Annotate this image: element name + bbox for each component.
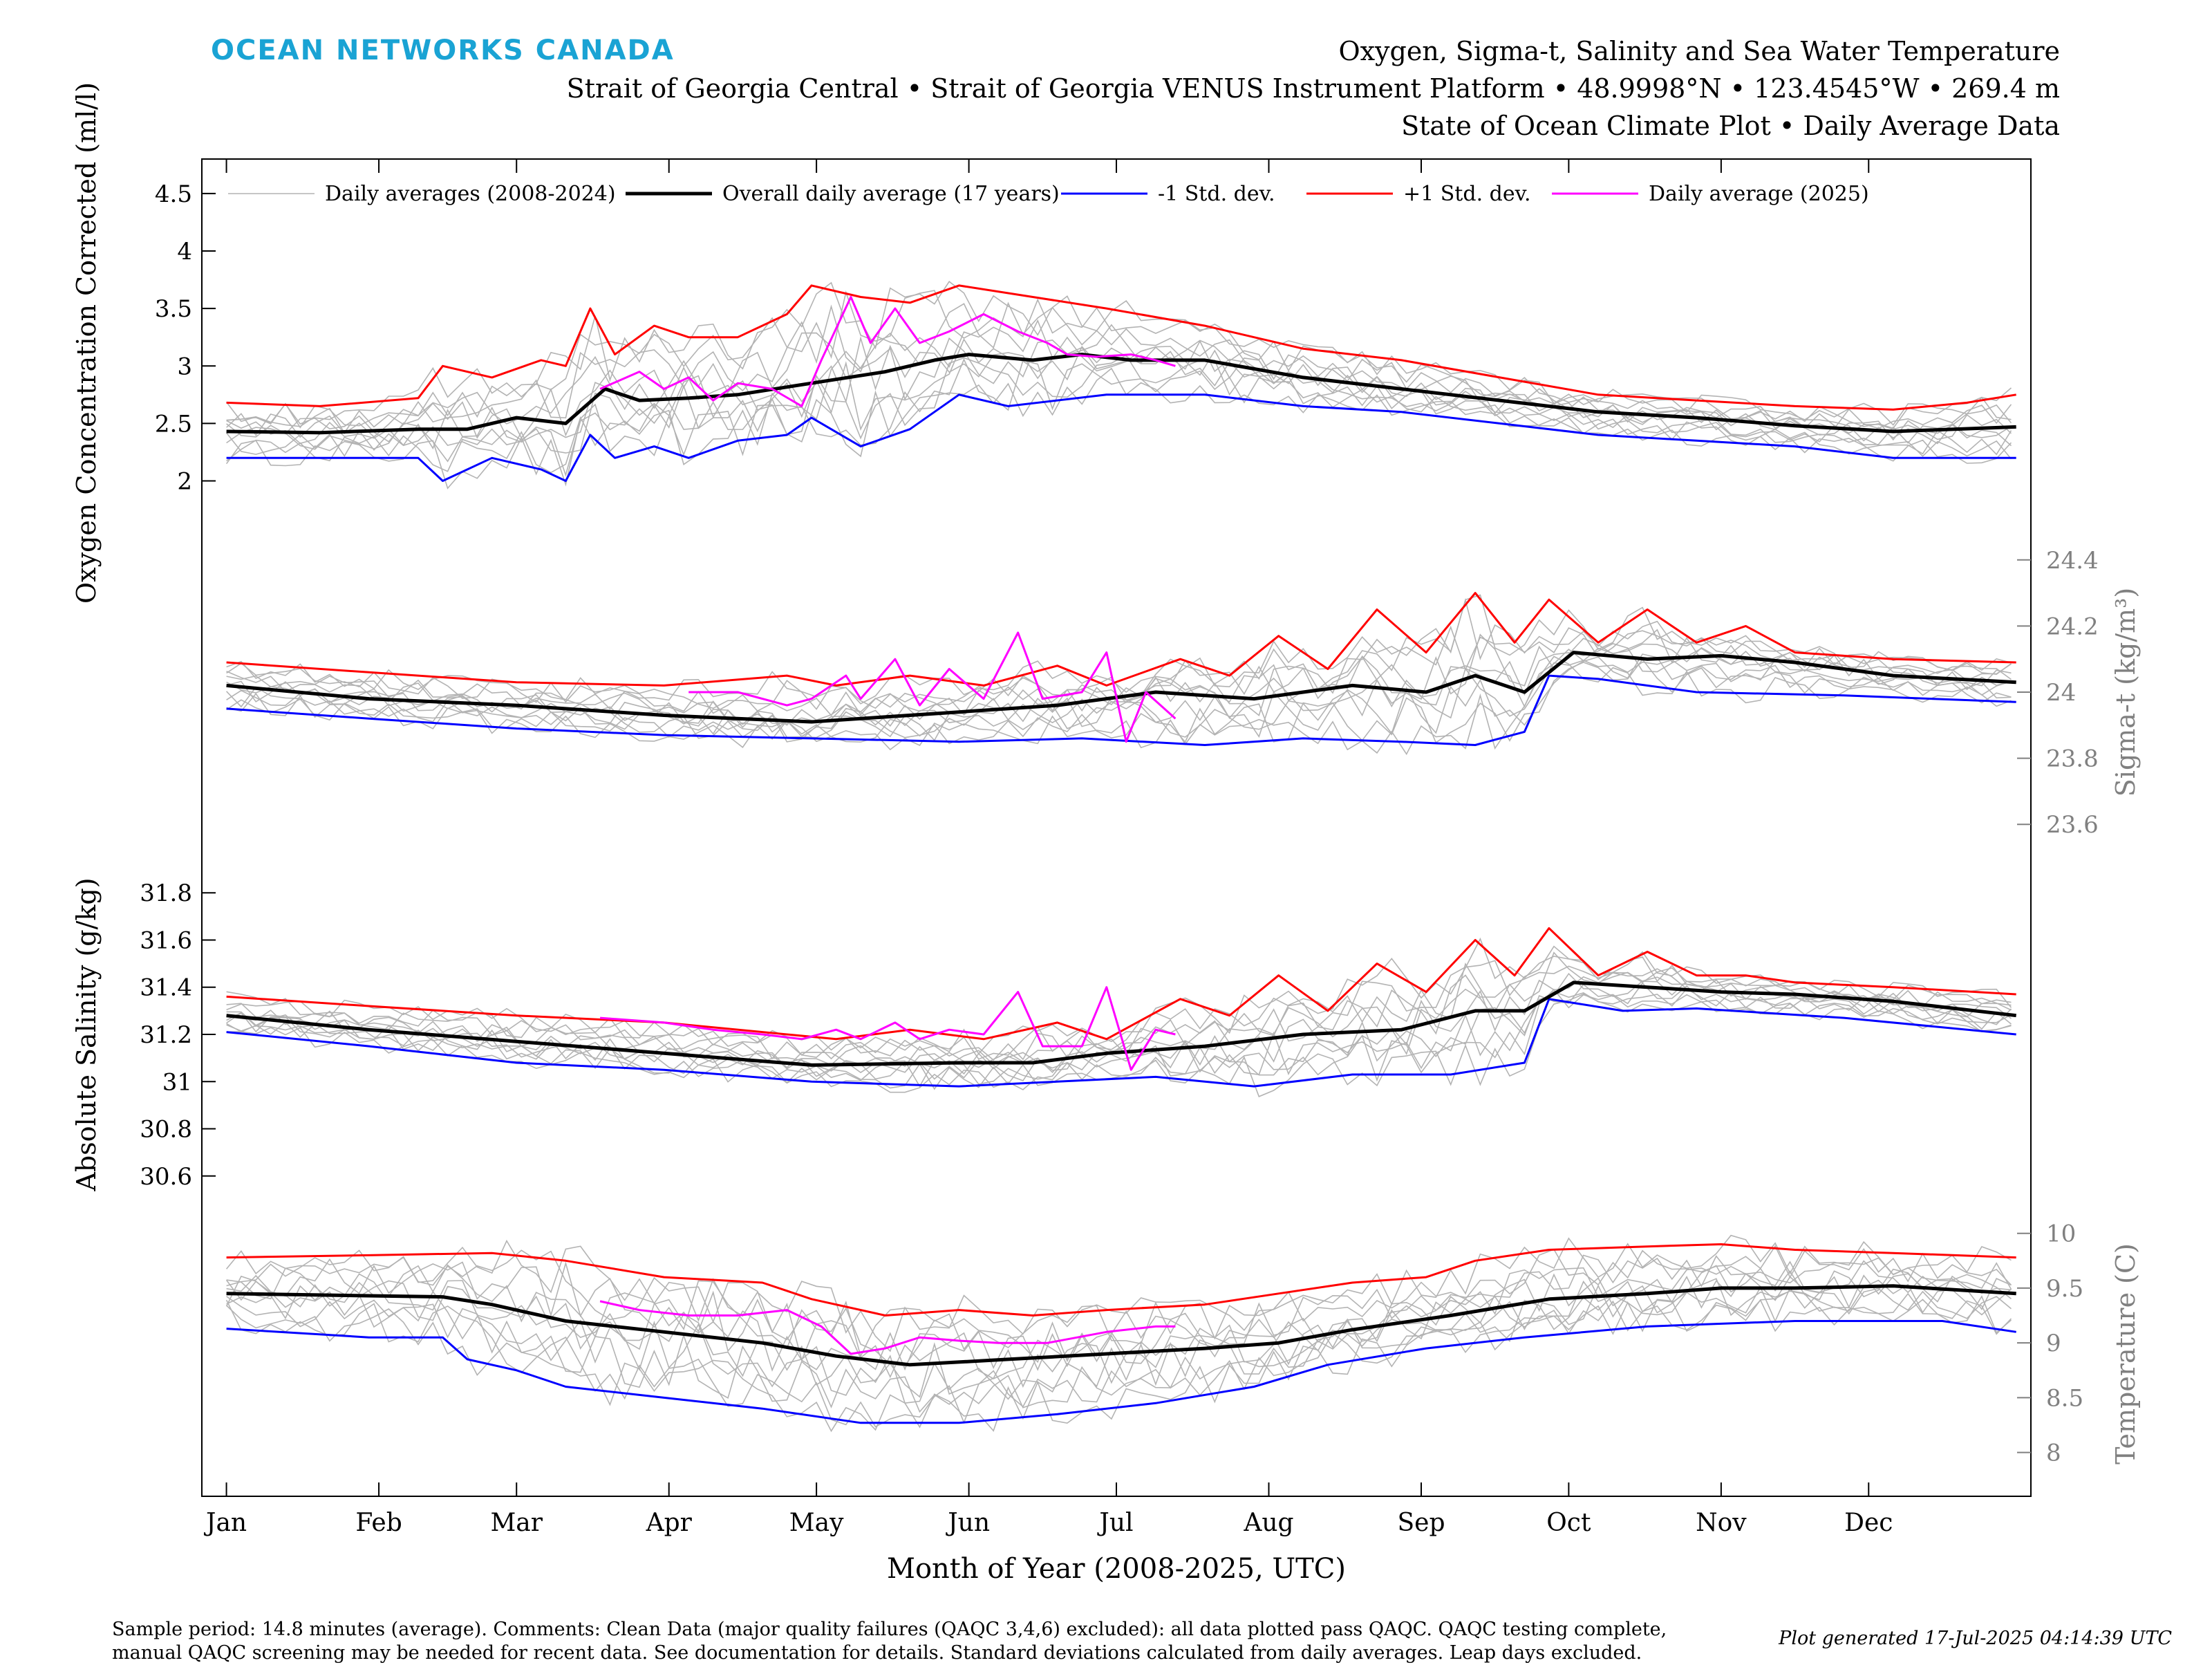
history-line: [225, 281, 2012, 426]
history-line: [225, 1272, 2012, 1398]
y-tick-label: 3.5: [155, 295, 192, 323]
minus-std-line: [226, 998, 2016, 1088]
x-tick-label: Sep: [1397, 1509, 1445, 1537]
panel-sigma_t: 23.6 23.8 24 24.2 24.4 Sigma-t (kg/m³): [226, 547, 2141, 839]
y-tick-label: 31.2: [140, 1021, 192, 1049]
history-line: [226, 290, 2012, 429]
plus-std-line: [226, 927, 2016, 1041]
x-tick-label: Aug: [1243, 1509, 1293, 1537]
history-line: [225, 367, 2012, 490]
history-line: [226, 597, 2012, 710]
history-line: [226, 1278, 2012, 1404]
y-tick-label: 3: [177, 353, 192, 380]
y-tick-label: 2: [177, 468, 192, 496]
mean-line: [226, 651, 2016, 724]
history-line: [225, 1290, 2012, 1428]
x-tick-label: Oct: [1546, 1509, 1591, 1537]
x-tick-label: Mar: [490, 1509, 543, 1537]
legend-label: Overall daily average (17 years): [722, 182, 1060, 206]
history-line: [225, 354, 2012, 474]
history-line: [226, 335, 2012, 443]
y-tick-label: 8.5: [2046, 1384, 2083, 1412]
x-tick-label: Nov: [1696, 1509, 1747, 1537]
mean-line: [226, 980, 2016, 1067]
history-line: [226, 1299, 2012, 1433]
minus-std-line: [226, 1320, 2016, 1424]
legend-label: +1 Std. dev.: [1403, 182, 1531, 206]
history-line: [226, 658, 2012, 745]
current-line: [688, 631, 1177, 743]
y-tick-label: 23.8: [2046, 745, 2099, 773]
y-tick-label: 30.8: [140, 1116, 192, 1144]
history-line: [226, 301, 2012, 434]
y-axis-label: Sigma-t (kg/m³): [2110, 588, 2141, 797]
history-line: [226, 951, 2012, 1061]
y-tick-label: 9.5: [2046, 1275, 2083, 1303]
history-line: [225, 1234, 2012, 1352]
y-tick-label: 31.8: [140, 880, 192, 907]
history-line: [226, 1286, 2012, 1413]
x-axis-label: Month of Year (2008-2025, UTC): [887, 1553, 1346, 1585]
history-line: [226, 945, 2012, 1060]
y-tick-label: 24.2: [2046, 613, 2099, 640]
plus-std-line: [226, 284, 2016, 411]
history-line: [226, 972, 2012, 1077]
y-tick-label: 31: [162, 1068, 192, 1096]
legend: Daily averages (2008-2024) Overall daily …: [228, 182, 1869, 206]
plus-std-line: [226, 592, 2016, 687]
x-tick-label: Feb: [355, 1509, 402, 1537]
current-line: [599, 296, 1176, 407]
y-tick-label: 2.5: [155, 410, 192, 438]
history-line: [226, 319, 2012, 438]
history-line: [226, 338, 2012, 463]
minus-std-line: [226, 674, 2016, 746]
x-tick-label: Dec: [1844, 1509, 1893, 1537]
y-tick-label: 23.6: [2046, 811, 2099, 839]
history-line: [226, 594, 2012, 705]
y-tick-label: 30.6: [140, 1163, 192, 1191]
history-line: [226, 937, 2012, 1055]
y-tick-label: 31.4: [140, 974, 192, 1002]
legend-label: -1 Std. dev.: [1158, 182, 1275, 206]
y-axis-label: Oxygen Concentration Corrected (ml/l): [71, 82, 102, 604]
brand-logo: OCEAN NETWORKS CANADA: [211, 35, 675, 66]
history-line: [226, 337, 2012, 450]
y-axis-label: Absolute Salinity (g/kg): [71, 877, 102, 1191]
y-tick-label: 31.6: [140, 927, 192, 954]
panel-temperature: 8 8.5 9 9.5 10 Temperature (C): [225, 1220, 2141, 1467]
y-tick-label: 10: [2046, 1220, 2076, 1248]
y-tick-label: 9: [2046, 1330, 2061, 1357]
y-axis-label: Temperature (C): [2110, 1243, 2141, 1464]
current-line: [599, 1300, 1176, 1355]
x-tick-label: May: [789, 1509, 844, 1537]
minus-std-line: [226, 393, 2016, 482]
x-tick-label: Jul: [1096, 1509, 1133, 1537]
legend-label: Daily averages (2008-2024): [325, 182, 616, 206]
plus-std-line: [226, 1243, 2016, 1317]
y-tick-label: 4.5: [155, 180, 192, 208]
y-tick-label: 24: [2046, 679, 2076, 707]
x-tick-label: Jun: [945, 1509, 990, 1537]
current-line: [599, 986, 1176, 1071]
chart-subtitle: Strait of Georgia Central • Strait of Ge…: [566, 73, 2060, 104]
plot-type-label: State of Ocean Climate Plot • Daily Aver…: [1401, 111, 2060, 141]
history-line: [226, 1245, 2012, 1358]
history-line: [226, 655, 2012, 756]
y-tick-label: 24.4: [2046, 547, 2099, 575]
generated-timestamp: Plot generated 17-Jul-2025 04:14:39 UTC: [1779, 1628, 2172, 1649]
history-line: [226, 1260, 2012, 1371]
x-tick-label: Jan: [203, 1509, 247, 1537]
chart-title: Oxygen, Sigma-t, Salinity and Sea Water …: [1338, 36, 2060, 66]
x-tick-label: Apr: [646, 1509, 693, 1537]
history-line: [226, 987, 2012, 1088]
legend-label: Daily average (2025): [1649, 182, 1869, 206]
footer-comments: Sample period: 14.8 minutes (average). C…: [112, 1619, 1667, 1664]
y-tick-label: 8: [2046, 1440, 2061, 1467]
mean-line: [226, 353, 2016, 435]
panel-salinity: 30.6 30.8 31 31.2 31.4 31.6 31.8 Absolute Salin…: [71, 877, 2016, 1192]
mean-line: [226, 1284, 2016, 1367]
panel-oxygen: 2 2.5 3 3.5 4 4.5 Oxygen Concentration Correct…: [71, 82, 2016, 604]
y-tick-label: 4: [177, 238, 192, 266]
